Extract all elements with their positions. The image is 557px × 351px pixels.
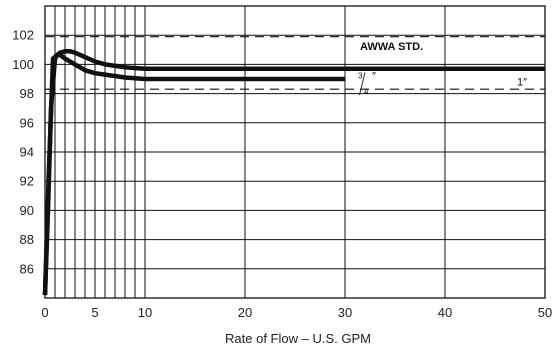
y-tick-label: 92: [20, 174, 34, 189]
y-tick-labels: 86 88 90 92 94 96 98 100 102: [12, 28, 34, 277]
x-tick-label: 50: [538, 305, 552, 320]
three-quarter-denominator: 4: [364, 87, 369, 96]
y-tick-label: 88: [20, 232, 34, 247]
x-tick-label: 0: [41, 305, 48, 320]
reference-lines: [45, 36, 545, 90]
y-tick-label: 100: [12, 57, 34, 72]
x-tick-label: 20: [238, 305, 252, 320]
y-tick-label: 94: [20, 145, 34, 160]
x-axis-title: Rate of Flow – U.S. GPM: [225, 331, 371, 346]
three-quarter-fraction-slash: [359, 72, 366, 96]
x-tick-label: 30: [338, 305, 352, 320]
x-tick-label: 10: [138, 305, 152, 320]
y-tick-label: 96: [20, 115, 34, 130]
x-tick-label: 40: [438, 305, 452, 320]
series-line-3-4-inch: [42, 51, 345, 296]
y-tick-label: 102: [12, 28, 34, 43]
three-quarter-numerator: 3: [358, 71, 363, 80]
awwa-std-label: AWWA STD.: [360, 41, 423, 53]
x-tick-label: 5: [91, 305, 98, 320]
y-tick-label: 90: [20, 203, 34, 218]
series-lines: [42, 49, 545, 296]
one-inch-label: 1″: [517, 77, 527, 89]
plot-frame: [44, 5, 546, 299]
three-quarter-inch-mark: ″: [372, 71, 376, 83]
three-quarter-inch-label: 3 4 ″: [358, 71, 376, 97]
y-tick-label: 98: [20, 86, 34, 101]
x-tick-labels: 0 5 10 20 30 40 50: [41, 305, 552, 320]
series-line-1-inch: [42, 49, 545, 296]
horizontal-gridlines: [45, 34, 545, 270]
y-tick-label: 86: [20, 261, 34, 276]
